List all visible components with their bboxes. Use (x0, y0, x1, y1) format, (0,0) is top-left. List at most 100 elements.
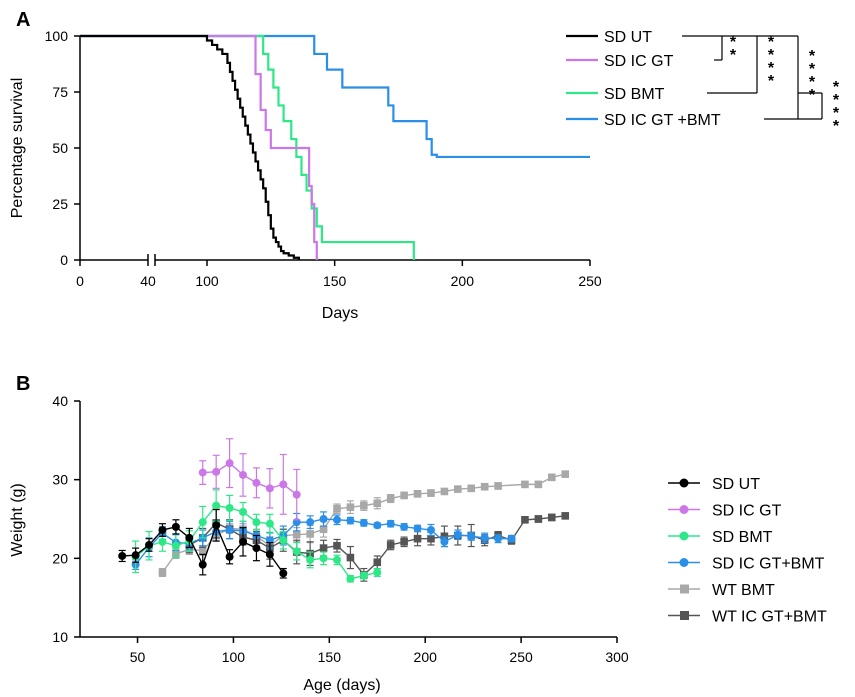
significance-stars-bmt-vs-ic-gt-bmt: * (833, 79, 840, 96)
survival-line-sd-bmt (80, 34, 415, 260)
data-point (426, 526, 435, 535)
data-point (279, 536, 288, 545)
data-point (494, 534, 503, 543)
significance-stars-bmt-vs-ic-gt-bmt: * (833, 92, 840, 109)
data-point (346, 516, 355, 525)
panel-a-y-ticks: 0 25 50 75 100 (45, 28, 80, 268)
data-point (386, 541, 395, 549)
panel-a-label: A (16, 9, 30, 31)
legend-label-sd-ic-gt-bmt: SD IC GT +BMT (604, 112, 721, 129)
panel-b-x-ticks: 50 100 150 200 250 300 (130, 637, 629, 665)
data-point (252, 478, 261, 487)
series-sd-ic-gt (198, 438, 301, 521)
data-point (373, 521, 382, 530)
data-point (171, 522, 180, 531)
data-point (225, 459, 234, 468)
data-point (333, 541, 341, 550)
data-point (265, 550, 274, 559)
x-tick-label: 100 (195, 273, 219, 289)
significance-stars-ut-vs-bmt: * (768, 47, 775, 64)
data-point (212, 501, 221, 510)
data-point (319, 515, 328, 523)
data-point (252, 544, 261, 553)
significance-stars-ut-vs-bmt: * (768, 73, 775, 90)
legend-marker-sd-ic-gt (679, 505, 689, 514)
data-point (413, 524, 422, 533)
data-point (534, 480, 543, 489)
x-tick-label: 150 (318, 649, 342, 665)
legend-marker-sd-bmt (679, 531, 689, 541)
data-point (145, 540, 154, 549)
survival-line-sd-ut (80, 34, 301, 260)
data-point (239, 537, 248, 546)
significance-stars-ut-vs-ic-gt: * (730, 47, 737, 64)
data-point (306, 555, 315, 564)
data-point (319, 544, 328, 552)
data-point (252, 518, 261, 527)
panel-a-significance-brackets: ********** **** (682, 34, 840, 135)
legend-label-sd-ut: SD UT (712, 476, 760, 493)
data-point (346, 553, 355, 562)
panel-a-x-axis-label: Days (322, 305, 358, 322)
significance-stars-ut-vs-ic-gt-bmt: * (809, 48, 816, 65)
data-point (561, 512, 570, 520)
x-tick-label: 250 (578, 273, 602, 289)
data-point (332, 515, 341, 524)
panel-a-y-axis-label: Percentage survival (9, 78, 26, 219)
legend-label-wt-ic-gt-bmt: WT IC GT+BMT (712, 609, 827, 626)
data-point (346, 574, 355, 583)
data-point (359, 518, 368, 527)
y-tick-label: 25 (52, 196, 68, 212)
data-point (440, 532, 449, 541)
survival-line-sd-ic-gt-bmt (80, 34, 590, 159)
legend-label-sd-ic-gt: SD IC GT (604, 53, 674, 70)
y-tick-label: 30 (52, 472, 68, 488)
y-tick-label: 50 (52, 140, 68, 156)
data-point (386, 494, 395, 503)
panel-b-axes (79, 401, 617, 638)
y-tick-label: 20 (52, 550, 68, 566)
data-point (561, 470, 570, 478)
data-point (400, 522, 409, 531)
legend-label-sd-ic-gt-bmt: SD IC GT+BMT (712, 556, 825, 573)
data-point (319, 554, 328, 563)
x-tick-label: 250 (509, 649, 533, 665)
data-point (547, 473, 556, 482)
significance-stars-bmt-vs-ic-gt-bmt: * (833, 118, 840, 135)
data-point (534, 515, 543, 523)
data-point (440, 537, 449, 546)
data-point (279, 480, 288, 489)
x-tick-label: 150 (323, 273, 347, 289)
data-point (292, 547, 301, 556)
data-point (225, 503, 234, 512)
data-point (427, 534, 435, 543)
data-point (158, 526, 167, 535)
significance-stars-ut-vs-bmt: * (768, 60, 775, 77)
legend-label-sd-bmt: SD BMT (604, 86, 665, 103)
data-point (212, 521, 221, 530)
data-point (131, 551, 140, 560)
y-tick-label: 40 (52, 393, 68, 409)
data-point (185, 533, 194, 542)
data-point (319, 525, 328, 534)
data-point (333, 504, 341, 513)
survival-line-sd-ic-gt (80, 34, 318, 260)
data-point (386, 519, 395, 528)
data-point (521, 515, 529, 524)
legend-marker-wt-bmt (680, 584, 689, 594)
data-point (212, 467, 221, 476)
data-point (198, 468, 207, 477)
data-point (360, 501, 368, 510)
data-point (467, 532, 476, 541)
data-point (198, 546, 207, 555)
data-point (158, 537, 167, 546)
data-point (400, 491, 408, 500)
panel-a-x-ticks: 0 40 100 150 200 250 (76, 260, 602, 289)
x-tick-label: 50 (130, 649, 146, 665)
data-point (373, 568, 382, 577)
x-tick-label: 100 (222, 649, 246, 665)
y-tick-label: 10 (52, 629, 68, 645)
x-tick-label: 300 (605, 649, 629, 665)
legend-label-sd-ic-gt: SD IC GT (712, 503, 782, 520)
